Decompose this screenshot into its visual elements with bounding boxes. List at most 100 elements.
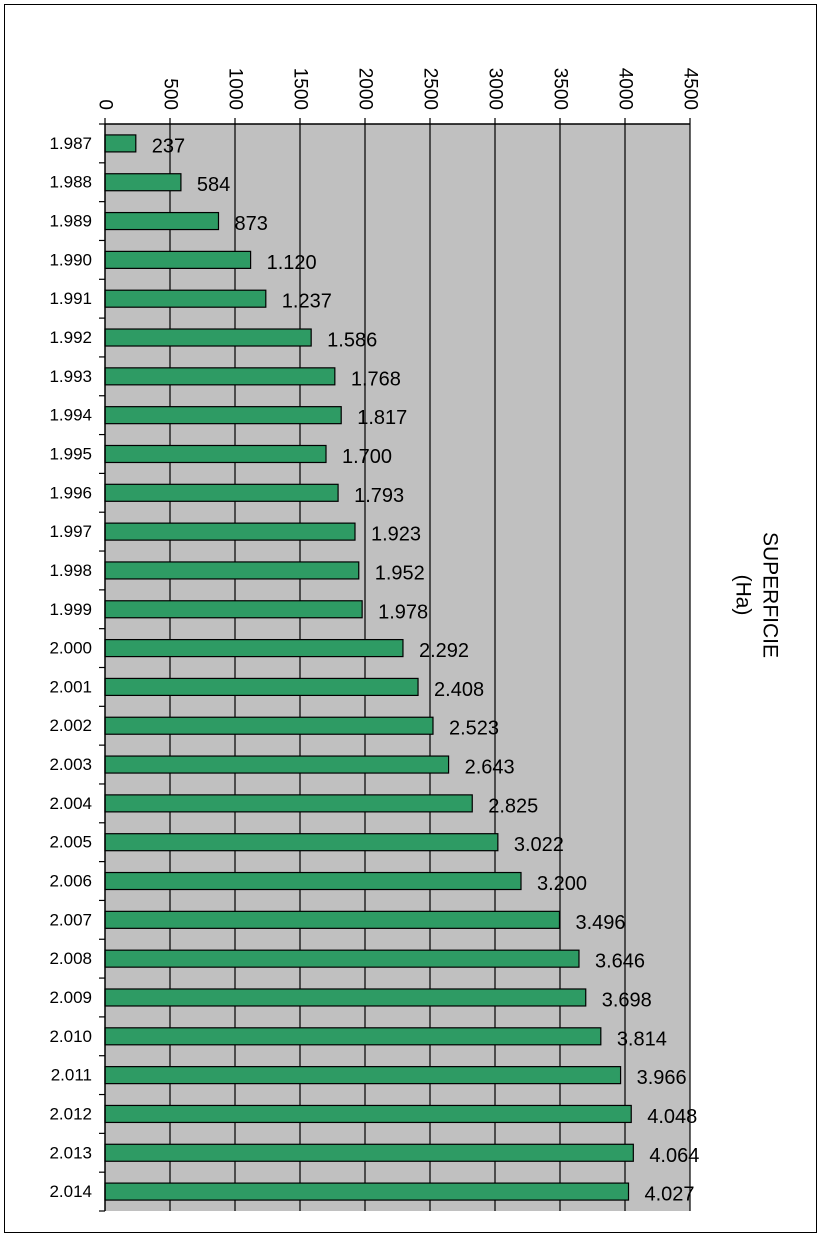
bar xyxy=(104,367,336,386)
category-label: 2.011 xyxy=(51,1066,92,1085)
data-label: 2.292 xyxy=(419,640,469,662)
bar xyxy=(104,173,182,192)
bar xyxy=(104,600,363,619)
category-label: 2.007 xyxy=(49,910,92,929)
value-axis-tick-label: 4500 xyxy=(680,68,701,110)
value-axis-tick-label: 2000 xyxy=(355,68,376,110)
data-label: 1.120 xyxy=(267,252,317,274)
category-label: 2.010 xyxy=(49,1027,92,1046)
data-label: 4.048 xyxy=(647,1106,697,1128)
category-label: 1.988 xyxy=(49,173,92,192)
data-label: 1.700 xyxy=(342,446,392,468)
value-axis-tick-label: 3500 xyxy=(550,68,571,110)
bar xyxy=(104,833,499,852)
data-label: 3.814 xyxy=(617,1028,667,1050)
data-label: 873 xyxy=(234,213,267,235)
value-axis-tick-label: 2500 xyxy=(420,68,441,110)
data-label: 2.643 xyxy=(465,757,515,779)
data-label: 4.064 xyxy=(649,1145,699,1167)
data-label: 3.022 xyxy=(514,834,564,856)
bar xyxy=(104,250,252,269)
bar xyxy=(104,406,342,425)
data-label: 1.923 xyxy=(371,524,421,546)
bar xyxy=(104,716,434,735)
bar xyxy=(104,211,220,231)
bar xyxy=(104,561,360,580)
plot-area xyxy=(105,124,690,1211)
data-label: 4.027 xyxy=(645,1184,695,1206)
data-label: 1.237 xyxy=(282,291,332,313)
bar xyxy=(104,638,404,658)
bar xyxy=(104,1143,634,1162)
category-label: 1.994 xyxy=(49,406,92,425)
value-axis-tick-labels: 0 500 1000 1500 2000 2500 3000 3500 4000 4500 xyxy=(95,68,701,110)
data-label: 3.966 xyxy=(637,1067,687,1089)
category-label: 1.991 xyxy=(49,289,92,308)
bar xyxy=(104,1104,632,1124)
category-label: 1.990 xyxy=(49,250,92,269)
data-label: 1.586 xyxy=(327,330,377,352)
bar xyxy=(104,522,356,541)
value-axis-title-line2: (Ha) xyxy=(732,575,755,616)
value-axis-tick-label: 3000 xyxy=(485,68,506,110)
bar xyxy=(104,988,587,1007)
bar xyxy=(104,755,450,774)
category-label: 1.995 xyxy=(49,444,92,463)
category-label: 2.013 xyxy=(49,1143,92,1162)
data-label: 1.793 xyxy=(354,485,404,507)
data-label: 3.698 xyxy=(602,989,652,1011)
data-label: 3.646 xyxy=(595,951,645,973)
category-label: 2.012 xyxy=(49,1104,92,1123)
category-label: 1.996 xyxy=(49,483,92,502)
data-label: 1.952 xyxy=(375,562,425,584)
value-axis-tick-label: 1500 xyxy=(290,68,311,110)
bar xyxy=(104,444,327,464)
category-label: 2.008 xyxy=(49,949,92,968)
value-axis-tick-label: 0 xyxy=(95,99,116,110)
category-label: 2.004 xyxy=(49,794,92,813)
category-label: 1.999 xyxy=(49,600,92,619)
bar xyxy=(104,871,522,891)
data-label: 2.825 xyxy=(488,795,538,817)
category-label: 1.998 xyxy=(49,561,92,580)
category-label: 2.009 xyxy=(49,988,92,1007)
category-label: 1.997 xyxy=(49,522,92,541)
bar xyxy=(104,677,419,697)
bar xyxy=(104,1027,602,1046)
category-label: 2.001 xyxy=(49,677,92,696)
data-label: 237 xyxy=(152,135,185,157)
category-label: 2.002 xyxy=(49,716,92,735)
data-label: 1.768 xyxy=(351,368,401,390)
bars xyxy=(104,134,634,1201)
bar xyxy=(104,794,473,813)
bar xyxy=(104,910,561,929)
data-label: 1.978 xyxy=(378,601,428,623)
bar xyxy=(104,483,339,502)
category-label: 1.992 xyxy=(49,328,92,347)
category-label: 1.987 xyxy=(49,134,92,153)
bar xyxy=(104,949,580,968)
data-label: 3.496 xyxy=(575,912,625,934)
axes xyxy=(99,118,691,1212)
bar xyxy=(104,1182,630,1201)
category-label: 1.993 xyxy=(49,367,92,386)
data-label: 2.523 xyxy=(449,718,499,740)
value-axis-tick-label: 4000 xyxy=(615,68,636,110)
category-label: 2.003 xyxy=(49,755,92,774)
bar xyxy=(104,1066,622,1085)
data-label: 1.817 xyxy=(357,407,407,429)
category-labels: 1.987 1.988 1.989 1.990 1.991 1.992 1.993 1.994… xyxy=(49,134,92,1201)
category-label: 2.000 xyxy=(49,639,92,658)
bar xyxy=(104,328,312,347)
bar xyxy=(104,134,137,153)
category-label: 1.989 xyxy=(49,212,92,231)
value-axis-title-line1: SUPERFICIE xyxy=(759,532,782,658)
category-label: 2.005 xyxy=(49,833,92,852)
bar xyxy=(104,289,267,308)
data-label: 2.408 xyxy=(434,679,484,701)
value-axis-tick-label: 1000 xyxy=(225,68,246,110)
value-axis-tick-label: 500 xyxy=(160,78,181,110)
category-label: 2.014 xyxy=(49,1182,92,1201)
data-label: 584 xyxy=(197,174,230,196)
